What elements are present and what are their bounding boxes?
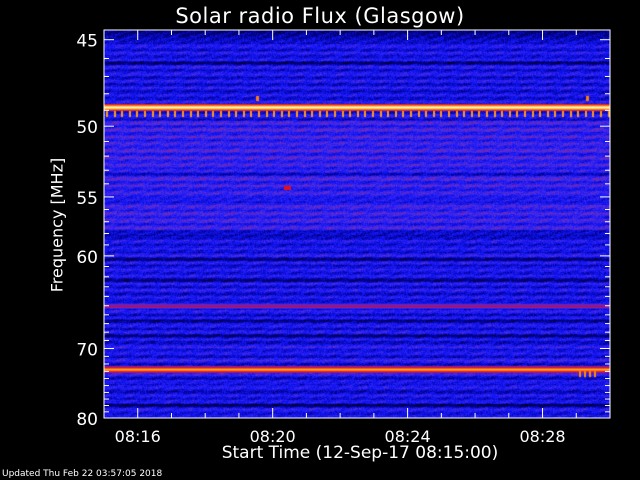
y-tick-label: 55	[76, 189, 98, 209]
y-tick-label: 70	[76, 341, 98, 361]
plot-frame	[103, 29, 611, 419]
y-tick-label: 80	[76, 410, 98, 430]
y-tick-label: 50	[76, 118, 98, 138]
plot-area	[104, 30, 610, 418]
x-axis-label: Start Time (12-Sep-17 08:15:00)	[221, 443, 499, 463]
x-tick-label: 08:16	[115, 427, 161, 446]
x-tick-label: 08:28	[519, 427, 565, 446]
spectrogram-heatmap	[104, 30, 610, 418]
chart-title: Solar radio Flux (Glasgow)	[175, 4, 465, 28]
y-tick-label: 45	[76, 32, 98, 52]
x-tick-label: 08:24	[385, 427, 431, 446]
y-tick-label: 60	[76, 248, 98, 268]
x-tick-label: 08:20	[250, 427, 296, 446]
y-axis-label: Frequency [MHz]	[47, 157, 67, 293]
updated-timestamp: Updated Thu Feb 22 03:57:05 2018	[2, 469, 163, 479]
